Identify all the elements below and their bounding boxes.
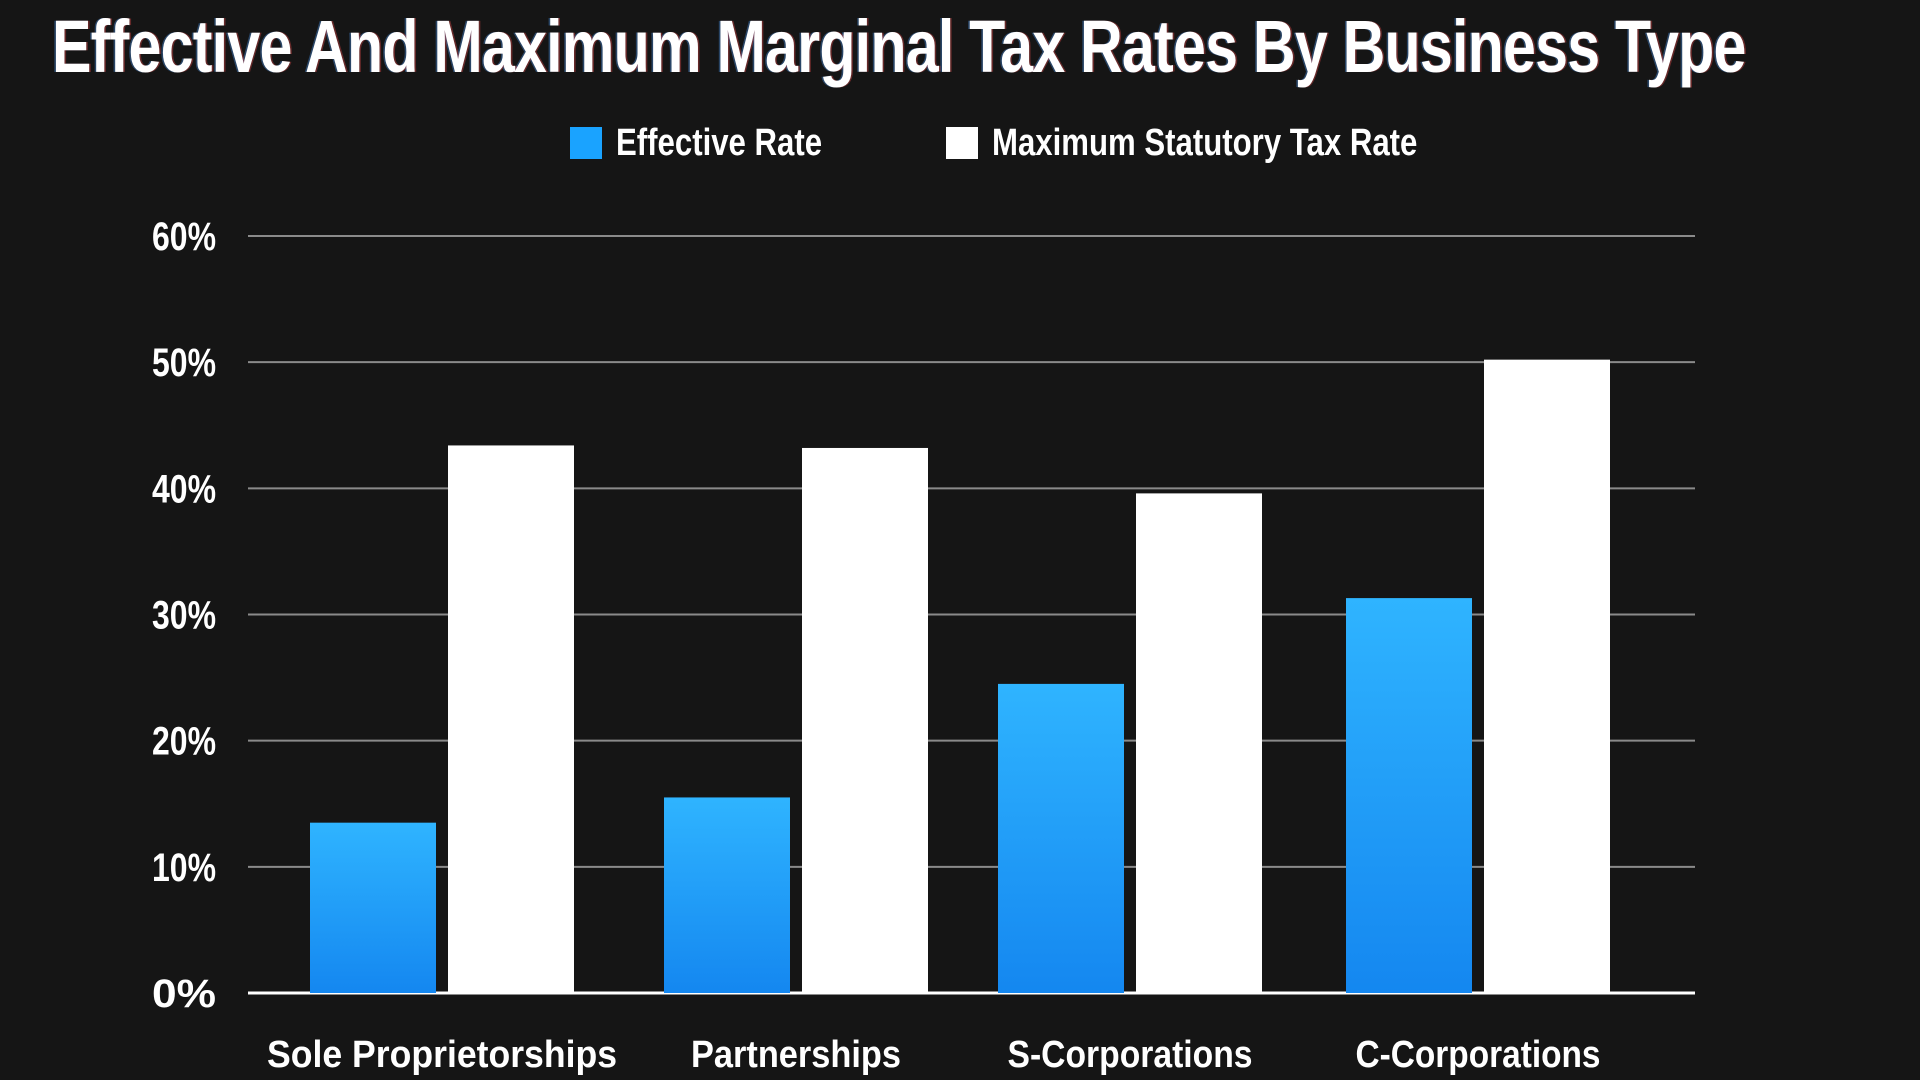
y-tick-label: 50%: [152, 341, 216, 385]
bar-effective-rate: [998, 683, 1124, 993]
legend-item-effective-rate: Effective Rate: [570, 120, 867, 166]
legend-item-maximum-rate: Maximum Statutory Tax Rate: [946, 120, 1511, 166]
bar-effective-rate: [1346, 598, 1472, 993]
y-tick-label: 30%: [152, 594, 216, 638]
legend-label-maximum-rate: Maximum Statutory Tax Rate: [992, 121, 1418, 164]
chart-title: Effective And Maximum Marginal Tax Rates…: [52, 5, 1746, 88]
legend-label-effective-rate: Effective Rate: [616, 121, 823, 164]
y-tick-label: 20%: [152, 720, 216, 764]
bar-maximum-rate: [802, 447, 928, 994]
bar-effective-rate: [310, 822, 436, 993]
x-category-label: Partnerships: [691, 1034, 901, 1076]
x-category-label: Sole Proprietorships: [267, 1034, 617, 1076]
legend-swatch-effective-rate: [570, 127, 602, 159]
bar-maximum-rate: [1136, 493, 1262, 993]
x-category-label: S-Corporations: [1008, 1034, 1253, 1076]
legend-swatch-maximum-rate: [946, 127, 978, 159]
x-category-label: C-Corporations: [1356, 1034, 1601, 1076]
y-tick-label: 60%: [152, 215, 216, 259]
bars: [310, 359, 1610, 994]
chart-legend: Effective Rate Maximum Statutory Tax Rat…: [0, 120, 1920, 166]
y-tick-label: 0%: [152, 972, 216, 1016]
bar-effective-rate: [664, 797, 790, 993]
y-tick-label: 40%: [152, 467, 216, 511]
bar-maximum-rate: [1484, 359, 1610, 994]
bar-maximum-rate: [448, 445, 574, 994]
y-tick-label: 10%: [152, 846, 216, 890]
axis-labels: 0% 10% 20% 30% 40% 50% 60% Sole Proprietorships…: [152, 215, 1601, 1076]
